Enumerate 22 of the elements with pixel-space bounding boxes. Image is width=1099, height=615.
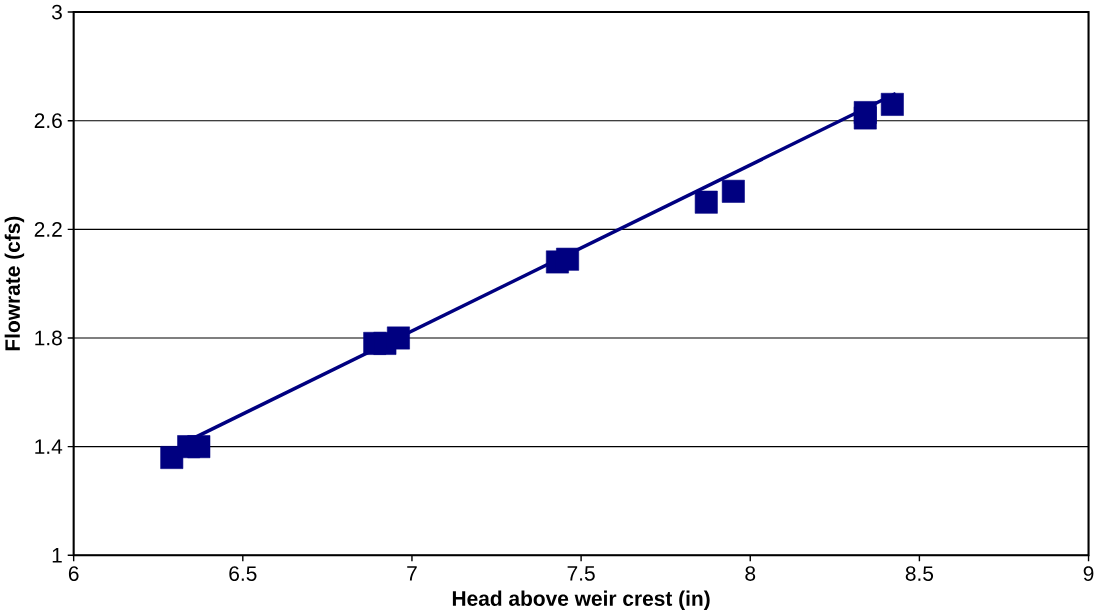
x-tick-label: 8.5 <box>905 566 934 582</box>
x-axis-title: Head above weir crest (in) <box>452 590 710 611</box>
point <box>556 247 580 271</box>
y-axis-title: Flowrate (cfs) <box>4 216 25 351</box>
y-tick-label: 1.8 <box>35 330 62 346</box>
y-tick-label: 2.6 <box>34 113 62 129</box>
x-tick-label: 7.5 <box>567 566 595 581</box>
y-tick-label: 3 <box>51 4 62 20</box>
point <box>880 93 904 116</box>
x-tick-label: 6.5 <box>229 566 257 582</box>
x-tick-label: 6 <box>68 566 79 582</box>
y-tick-label: 1 <box>52 548 62 563</box>
x-tick-label: 9 <box>1083 566 1094 582</box>
point <box>853 101 877 125</box>
point <box>386 326 410 350</box>
point <box>721 180 745 203</box>
x-tick-label: 8 <box>745 566 756 582</box>
point <box>694 190 718 214</box>
x-tick-label: 7 <box>407 566 417 581</box>
y-tick-label: 1.4 <box>35 439 63 454</box>
y-tick-label: 2.2 <box>34 222 62 237</box>
point <box>187 435 211 459</box>
